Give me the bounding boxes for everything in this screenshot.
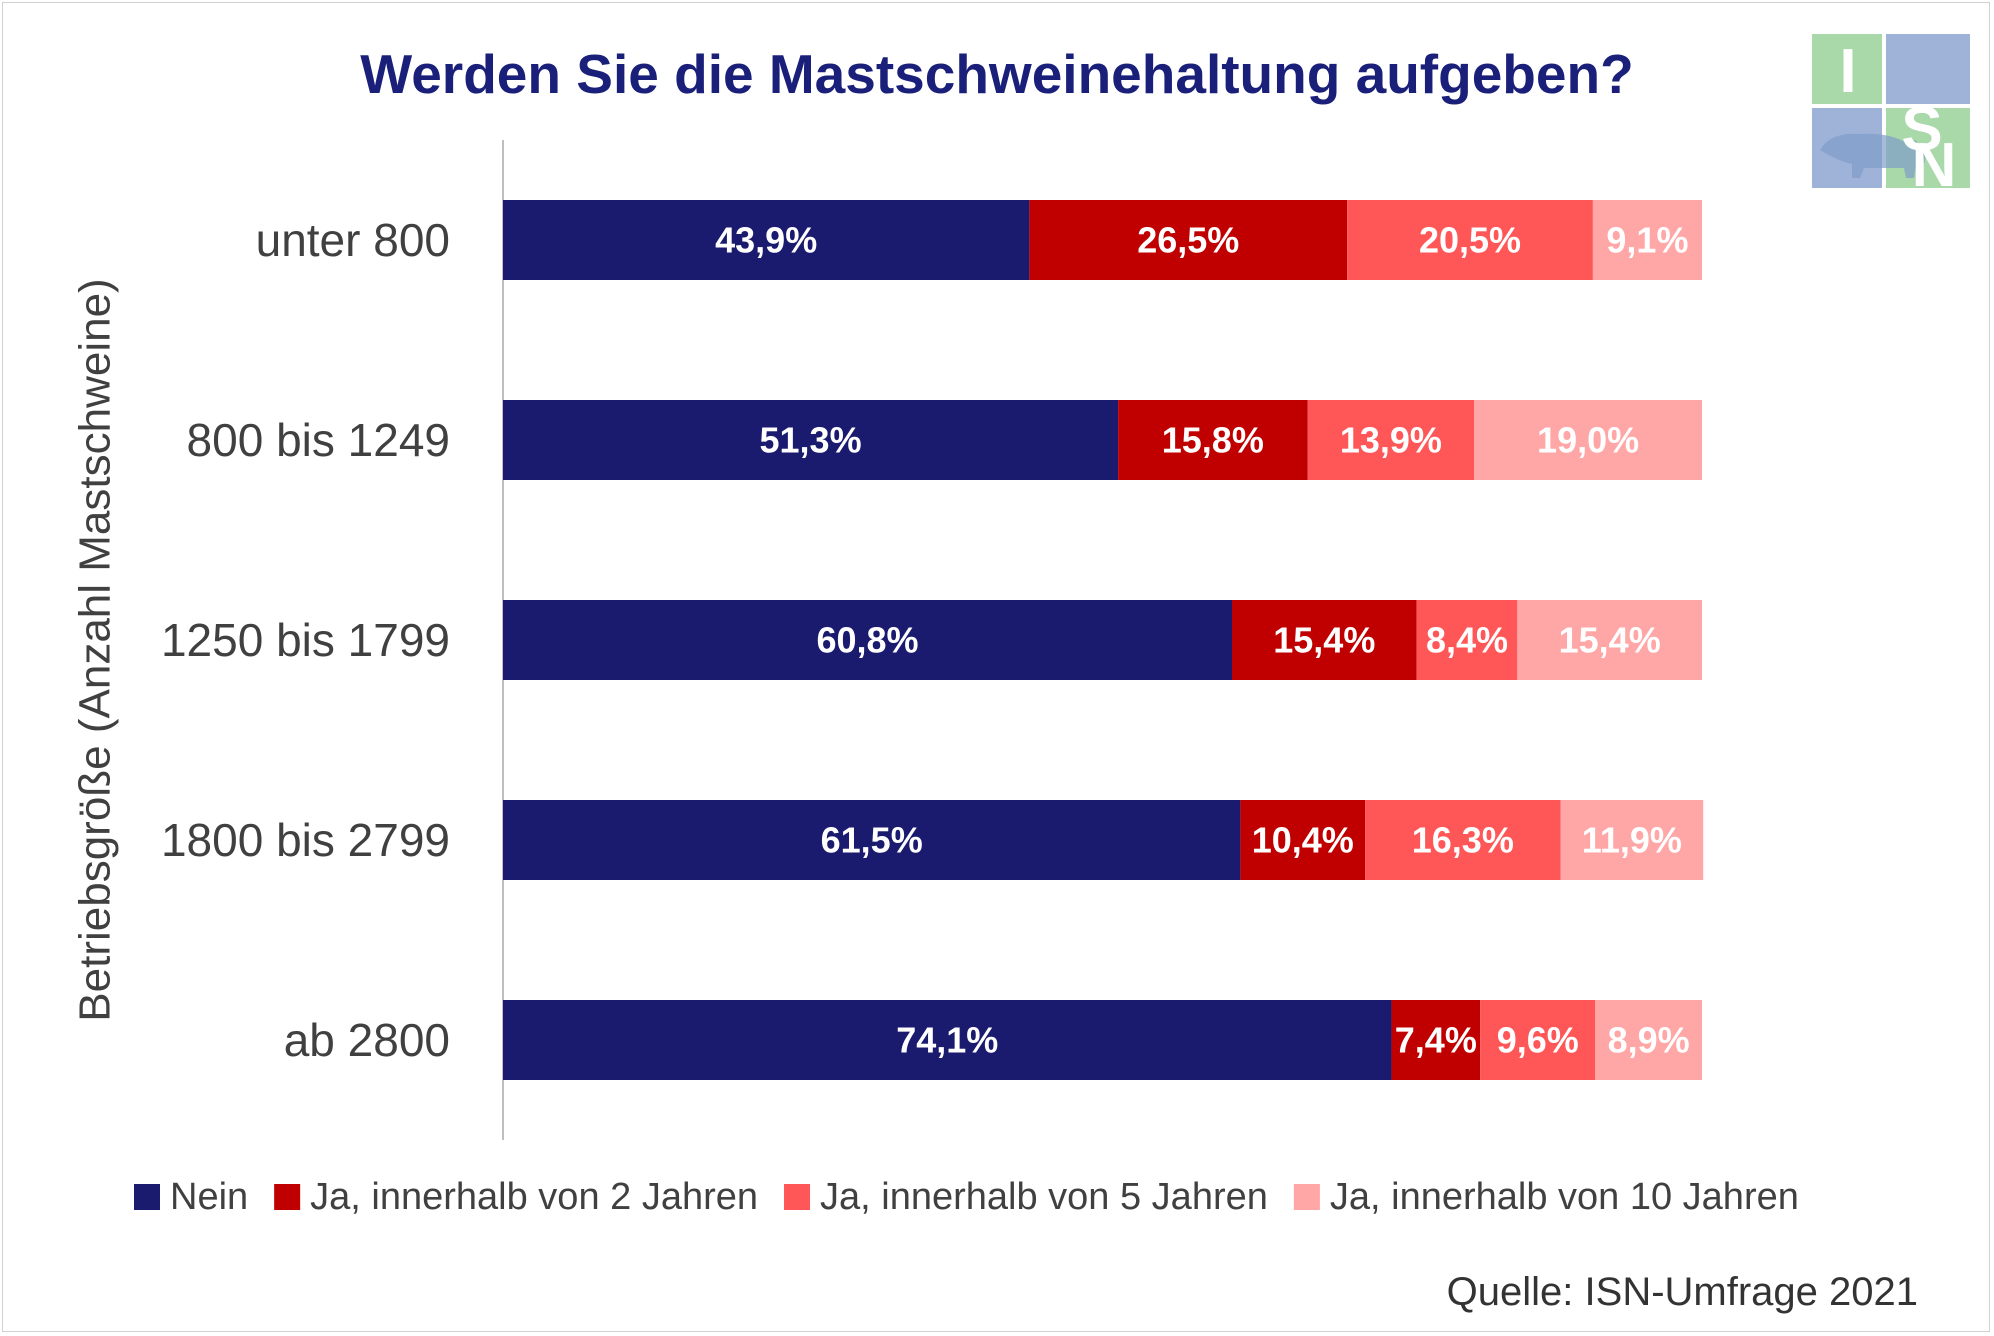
bar-segment [1365,800,1561,880]
bar-segment [1517,600,1702,680]
data-label: 15,4% [1559,620,1661,661]
chart-title: Werden Sie die Mastschweinehaltung aufge… [360,43,1634,105]
legend-swatch [784,1184,811,1210]
legend-swatch [274,1184,301,1210]
data-label: 19,0% [1537,420,1639,461]
legend-swatch [1293,1184,1320,1210]
category-label: 1800 bis 2799 [161,814,450,866]
data-label: 15,8% [1162,420,1264,461]
legend-label: Nein [170,1176,248,1218]
bar-segment [503,200,1030,280]
bar-segment [1595,1000,1702,1080]
data-label: 11,9% [1582,820,1682,861]
data-label: 10,4% [1252,820,1354,861]
data-label: 74,1% [896,1020,998,1061]
bar-segment [1118,400,1308,480]
bar-segment [503,600,1232,680]
data-label: 13,9% [1340,420,1442,461]
bar-segment [1240,800,1366,880]
bar-segment [1231,600,1417,680]
data-label: 8,9% [1608,1020,1690,1061]
data-label: 9,6% [1497,1020,1579,1061]
bar-segment [1347,200,1593,280]
pig-icon [1820,133,1926,178]
legend-label: Ja, innerhalb von 5 Jahren [820,1176,1268,1218]
bar-segment [503,1000,1392,1080]
bar-segment [1592,200,1702,280]
logo-tile-green-top [1812,34,1882,104]
bar-segment [1391,1000,1481,1080]
logo-letter-s: S [1901,95,1942,164]
data-label: 26,5% [1137,220,1239,261]
data-label: 20,5% [1419,220,1521,261]
bar-segment [1029,200,1348,280]
category-label: 1250 bis 1799 [161,614,450,666]
bar-segment [1560,800,1704,880]
category-label: unter 800 [256,214,450,266]
bar-segment [1416,600,1518,680]
data-label: 9,1% [1606,220,1688,261]
legend-label: Ja, innerhalb von 2 Jahren [310,1176,758,1218]
category-label: ab 2800 [284,1014,450,1066]
bar-segment [1307,400,1475,480]
data-label: 43,9% [715,220,817,261]
legend-swatch [134,1184,160,1210]
logo-tile-blue-top [1886,34,1970,104]
legend-label: Ja, innerhalb von 10 Jahren [1330,1176,1799,1218]
category-label: 800 bis 1249 [187,414,450,466]
logo-letter-i: I [1839,37,1856,106]
data-label: 60,8% [816,620,918,661]
logo-letter-n: N [1912,131,1957,192]
data-label: 16,3% [1412,820,1514,861]
bar-segment [1474,400,1702,480]
bar-segment [503,800,1241,880]
isn-logo: I S N [1812,34,1970,192]
data-label: 8,4% [1426,620,1508,661]
data-label: 61,5% [821,820,923,861]
data-label: 7,4% [1395,1020,1477,1061]
bar-segment [503,400,1119,480]
y-axis-title: Betriebsgröße (Anzahl Mastschweine) [71,278,120,1021]
bar-segment [1480,1000,1596,1080]
source-note: Quelle: ISN-Umfrage 2021 [1446,1270,1918,1314]
data-label: 15,4% [1273,620,1375,661]
data-label: 51,3% [760,420,862,461]
